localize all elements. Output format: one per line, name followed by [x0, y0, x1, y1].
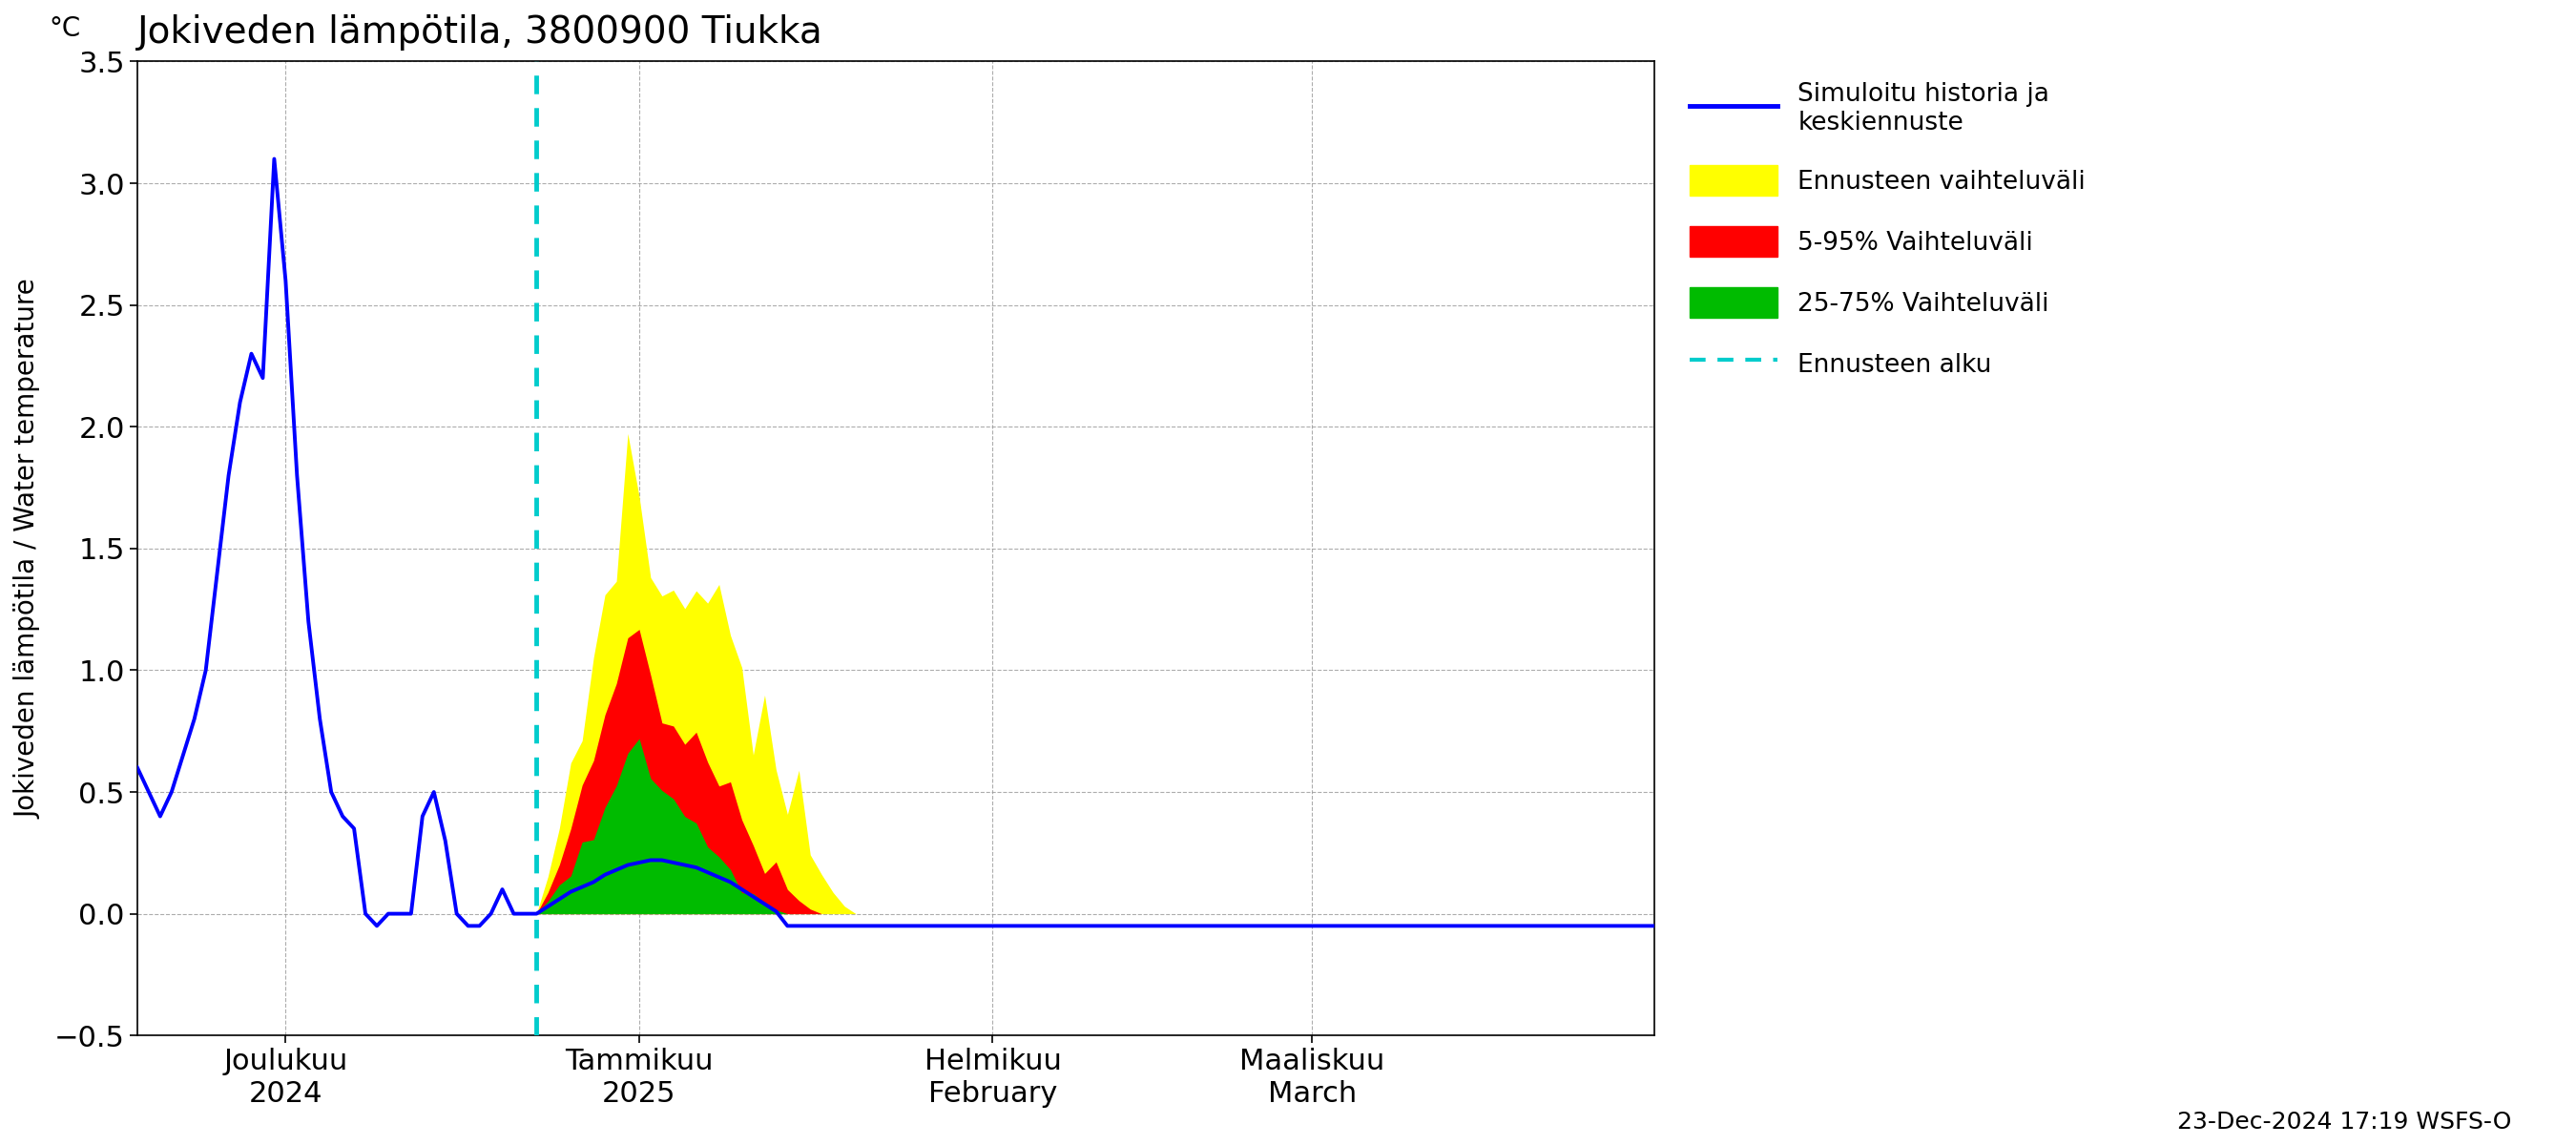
Text: 23-Dec-2024 17:19 WSFS-O: 23-Dec-2024 17:19 WSFS-O	[2177, 1111, 2512, 1134]
Y-axis label: Jokiveden lämpötila / Water temperature: Jokiveden lämpötila / Water temperature	[15, 278, 41, 819]
Text: °C: °C	[49, 15, 80, 42]
Text: Jokiveden lämpötila, 3800900 Tiukka: Jokiveden lämpötila, 3800900 Tiukka	[137, 14, 824, 50]
Legend: Simuloitu historia ja
keskiennuste, Ennusteen vaihteluväli, 5-95% Vaihteluväli, : Simuloitu historia ja keskiennuste, Ennu…	[1682, 74, 2094, 386]
